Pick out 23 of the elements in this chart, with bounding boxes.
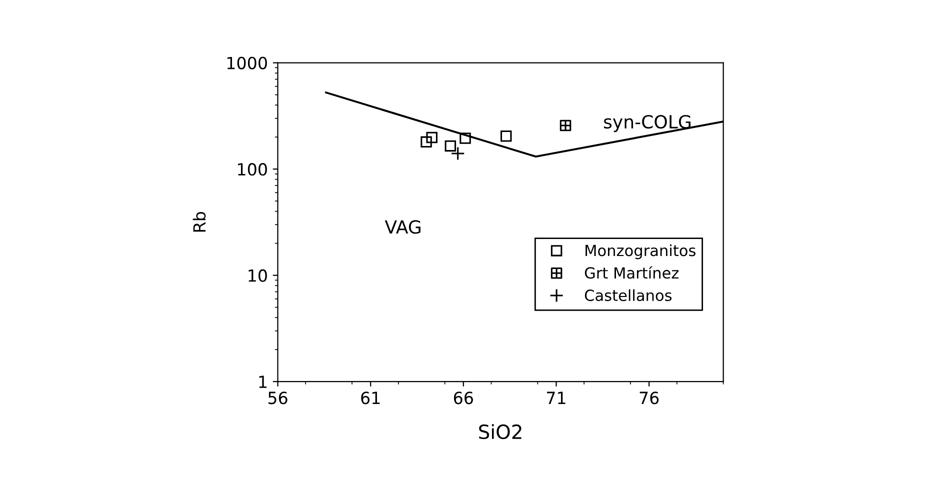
legend-label: Grt Martínez [584,266,679,279]
y-tick-label: 1 [259,376,267,388]
point [460,132,471,144]
legend-label: Monzogranitos [586,244,696,260]
point [426,132,438,144]
y-tick-label: 1000 [227,56,267,70]
x-tick-label: 71 [547,392,566,404]
annotation: VAG [384,220,420,234]
legend-label: Castellanos [584,289,672,302]
x-tick-label: 76 [640,392,659,404]
point [420,136,432,148]
y-tick-label: 10 [248,269,267,282]
x-tick-label: 56 [268,392,288,404]
y-axis-title: Rb [192,212,206,232]
x-tick-label: 61 [361,392,380,404]
annotation: syn-COLG [604,114,690,132]
y-tick-label: 100 [238,163,267,176]
point [500,130,512,142]
x-tick-label: 66 [454,392,473,404]
x-axis-title: SiO2 [479,424,522,440]
point [444,140,456,152]
point [450,146,465,161]
point [560,120,572,132]
